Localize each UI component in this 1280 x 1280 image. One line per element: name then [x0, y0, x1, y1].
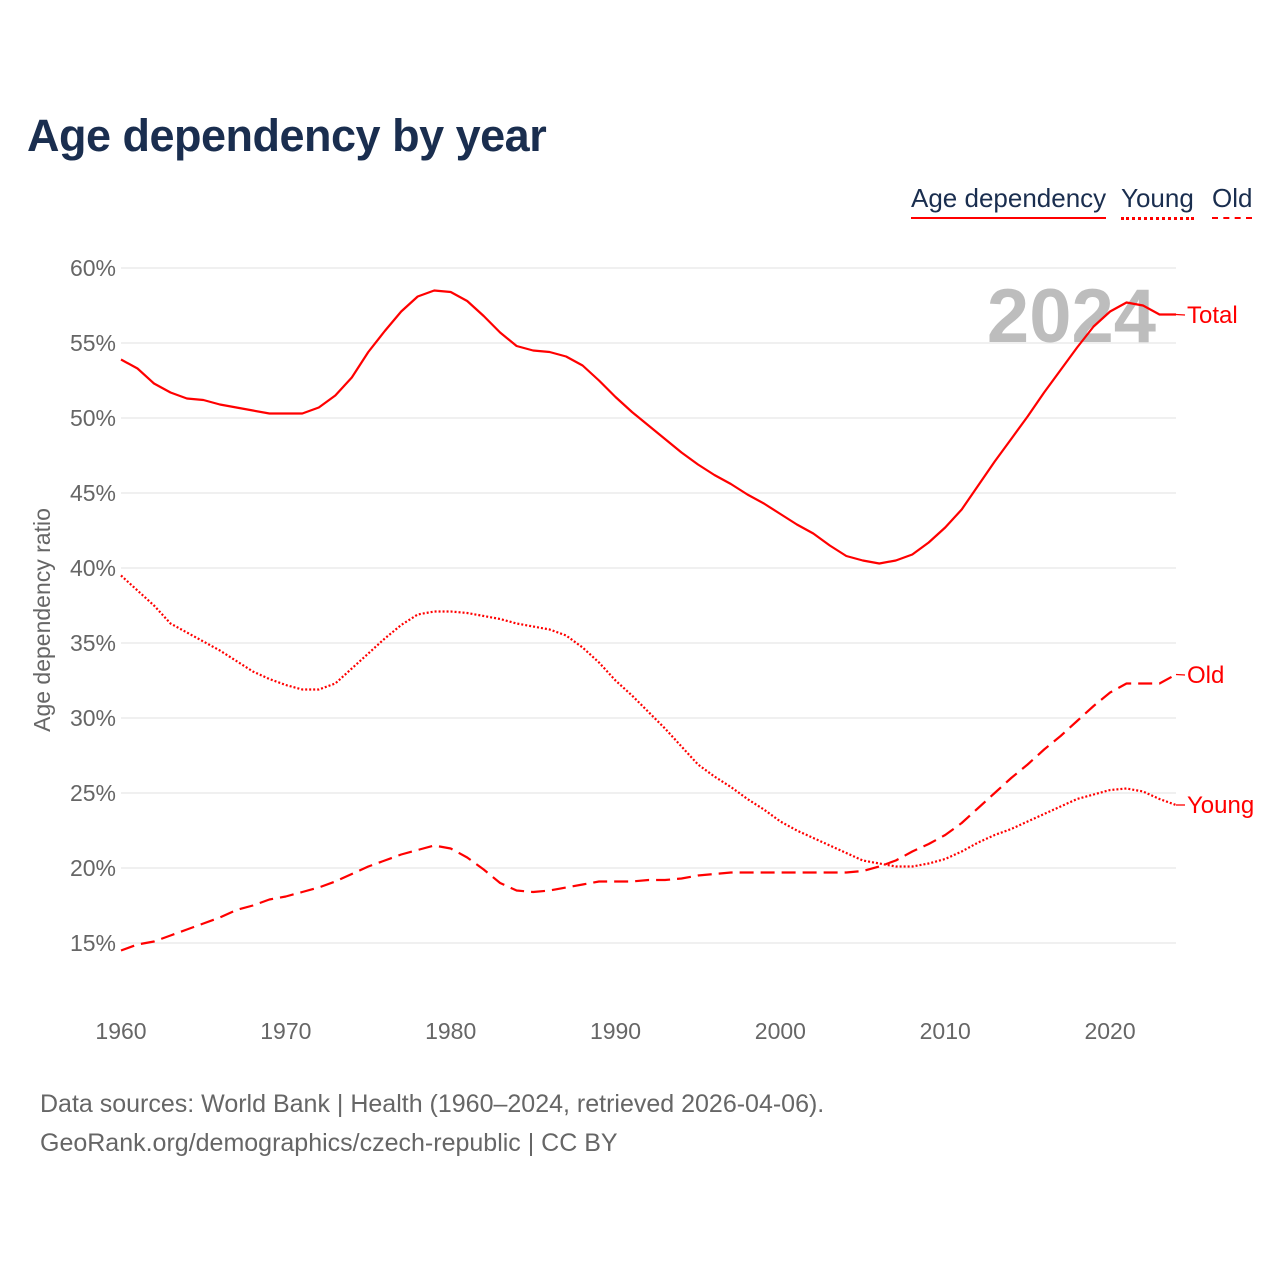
footer-attribution: GeoRank.org/demographics/czech-republic … [40, 1129, 618, 1157]
label-connector [1175, 673, 1186, 676]
y-tick-label: 45% [70, 480, 116, 506]
y-axis-ticks: 15% 20% 25% 30% 35% 40% 45% 50% 55% 60% [70, 255, 116, 956]
y-tick-label: 15% [70, 930, 116, 956]
y-tick-label: 50% [70, 405, 116, 431]
series-line-old [120, 673, 1177, 952]
x-tick-label: 2020 [1084, 1018, 1135, 1044]
series-label-young: Young [1187, 792, 1254, 819]
y-tick-label: 20% [70, 855, 116, 881]
x-axis-ticks: 1960 1970 1980 1990 2000 2010 2020 [95, 1018, 1135, 1044]
y-tick-label: 30% [70, 705, 116, 731]
y-axis-label: Age dependency ratio [29, 508, 55, 732]
gridlines [121, 267, 1176, 944]
series-line-total [120, 289, 1176, 565]
chart-title: Age dependency by year [27, 110, 547, 161]
legend-item-old[interactable]: Old [1212, 183, 1253, 219]
series-end-labels: Total Young Old [1175, 302, 1254, 819]
y-tick-label: 25% [70, 780, 116, 806]
y-tick-label: 40% [70, 555, 116, 581]
footer-sources: Data sources: World Bank | Health (1960–… [40, 1090, 825, 1118]
y-tick-label: 35% [70, 630, 116, 656]
legend-item-young[interactable]: Young [1121, 183, 1194, 220]
y-tick-label: 60% [70, 255, 116, 281]
legend-item-age-dependency[interactable]: Age dependency [911, 183, 1107, 219]
series-label-total: Total [1187, 302, 1238, 329]
x-tick-label: 2000 [755, 1018, 806, 1044]
x-tick-label: 2010 [920, 1018, 971, 1044]
year-watermark: 2024 [987, 274, 1156, 359]
x-tick-label: 1970 [260, 1018, 311, 1044]
x-tick-label: 1960 [95, 1018, 146, 1044]
x-tick-label: 1980 [425, 1018, 476, 1044]
x-tick-label: 1990 [590, 1018, 641, 1044]
series-label-old: Old [1187, 662, 1224, 689]
footer: Data sources: World Bank | Health (1960–… [40, 1085, 824, 1163]
label-connector [1175, 313, 1186, 316]
y-tick-label: 55% [70, 330, 116, 356]
series-line-young [120, 574, 1177, 868]
series-lines [120, 289, 1177, 952]
